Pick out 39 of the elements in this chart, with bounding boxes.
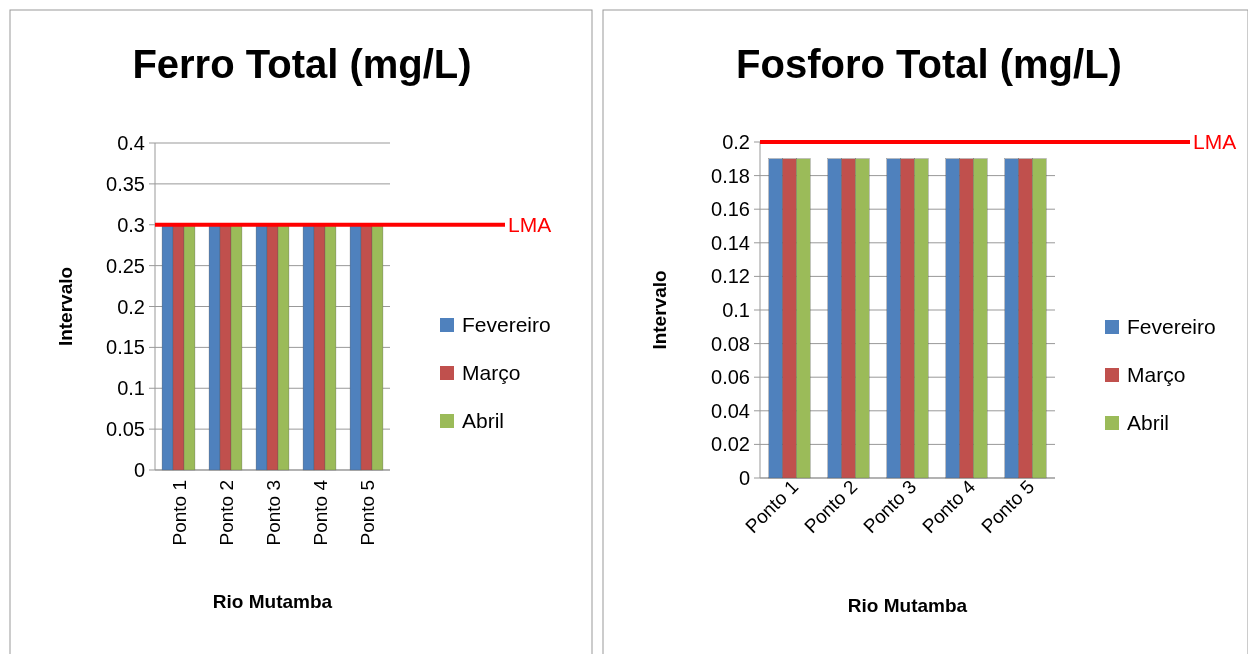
y-tick-label: 0.14 xyxy=(711,231,750,254)
y-tick-label: 0.06 xyxy=(711,366,750,389)
y-tick-label: 0.02 xyxy=(711,433,750,456)
y-tick-label: 0.35 xyxy=(106,172,145,195)
chart-title: Fosforo Total (mg/L) xyxy=(736,42,1122,86)
x-axis-title: Rio Mutamba xyxy=(847,595,968,616)
chart-title: Ferro Total (mg/L) xyxy=(132,42,472,86)
y-tick-label: 0 xyxy=(133,459,145,481)
y-tick-label: 0.1 xyxy=(117,377,145,400)
y-tick-label: 0.04 xyxy=(711,399,750,422)
y-axis-title: Intervalo xyxy=(55,266,76,347)
y-tick-label: 0.4 xyxy=(117,132,145,154)
x-tick-label: Ponto 4 xyxy=(309,479,331,546)
legend-label: Março xyxy=(462,361,521,385)
legend-label: Abril xyxy=(462,409,505,433)
x-tick-label: Ponto 1 xyxy=(168,480,190,546)
y-tick-label: 0.18 xyxy=(711,164,750,187)
x-axis-title: Rio Mutamba xyxy=(212,591,333,612)
ref-line-label: LMA xyxy=(1193,130,1237,154)
y-tick-label: 0.08 xyxy=(711,332,750,355)
y-tick-label: 0.1 xyxy=(722,299,750,321)
y-tick-label: 0.05 xyxy=(106,418,145,441)
y-tick-label: 0.16 xyxy=(711,198,750,221)
legend-label: Fevereiro xyxy=(462,313,551,337)
y-tick-label: 0.12 xyxy=(711,265,750,288)
ref-line-label: LMA xyxy=(508,213,552,237)
y-tick-label: 0.25 xyxy=(106,254,145,277)
legend-label: Março xyxy=(1127,363,1186,387)
x-tick-label: Ponto 5 xyxy=(356,480,378,546)
legend-label: Fevereiro xyxy=(1127,315,1216,339)
y-tick-label: 0.15 xyxy=(106,336,145,359)
y-axis-title: Intervalo xyxy=(649,270,670,350)
y-tick-label: 0.2 xyxy=(722,131,750,153)
x-tick-label: Ponto 2 xyxy=(215,480,237,546)
x-tick-label: Ponto 3 xyxy=(262,480,284,546)
y-tick-label: 0.2 xyxy=(117,295,145,318)
y-tick-label: 0.3 xyxy=(117,213,145,236)
legend-label: Abril xyxy=(1127,411,1170,435)
y-tick-label: 0 xyxy=(738,467,750,489)
